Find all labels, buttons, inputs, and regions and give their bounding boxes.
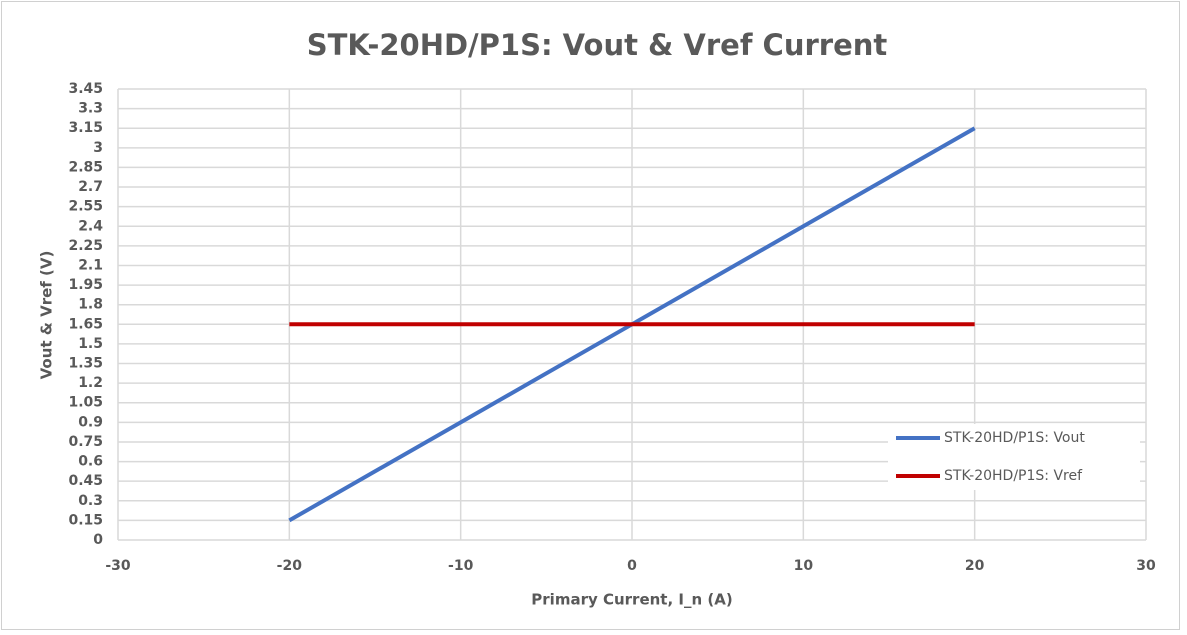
y-tick-label: 0 [93,532,103,548]
y-tick-label: 0.75 [68,434,103,450]
y-tick-label: 3.15 [68,120,103,136]
y-tick-label: 0.3 [78,493,103,509]
legend-label: STK-20HD/P1S: Vout [944,430,1085,446]
x-tick-label: -30 [105,558,131,574]
y-tick-label: 0.45 [68,473,103,489]
y-tick-label: 3.45 [68,81,103,97]
y-tick-label: 3 [93,140,103,156]
y-tick-label: 1.2 [78,375,103,391]
x-tick-label: 30 [1136,558,1156,574]
y-tick-label: 2.7 [78,179,103,195]
x-tick-label: 10 [794,558,814,574]
x-tick-label: 0 [627,558,637,574]
y-tick-label: 0.9 [78,414,103,430]
y-tick-label: 1.05 [68,395,103,411]
legend-box [888,424,1140,490]
x-tick-label: -10 [448,558,474,574]
legend-label: STK-20HD/P1S: Vref [944,468,1083,484]
y-tick-label: 0.15 [68,512,103,528]
y-tick-label: 2.55 [68,199,103,215]
y-tick-label: 1.8 [78,297,103,313]
y-tick-label: 1.35 [68,356,103,372]
y-tick-label: 2.85 [68,159,103,175]
y-tick-label: 1.65 [68,316,103,332]
y-tick-label: 2.1 [78,257,103,273]
x-tick-label: -20 [277,558,303,574]
y-axis-label: Vout & Vref (V) [38,251,56,380]
y-tick-label: 3.3 [78,101,103,117]
y-tick-label: 1.95 [68,277,103,293]
chart-title: STK-20HD/P1S: Vout & Vref Current [307,28,888,62]
y-tick-label: 0.6 [78,454,103,470]
x-tick-label: 20 [965,558,985,574]
y-tick-label: 1.5 [78,336,103,352]
y-tick-label: 2.4 [78,218,103,234]
x-axis-label: Primary Current, I_n (A) [531,591,732,609]
y-tick-label: 2.25 [68,238,103,254]
